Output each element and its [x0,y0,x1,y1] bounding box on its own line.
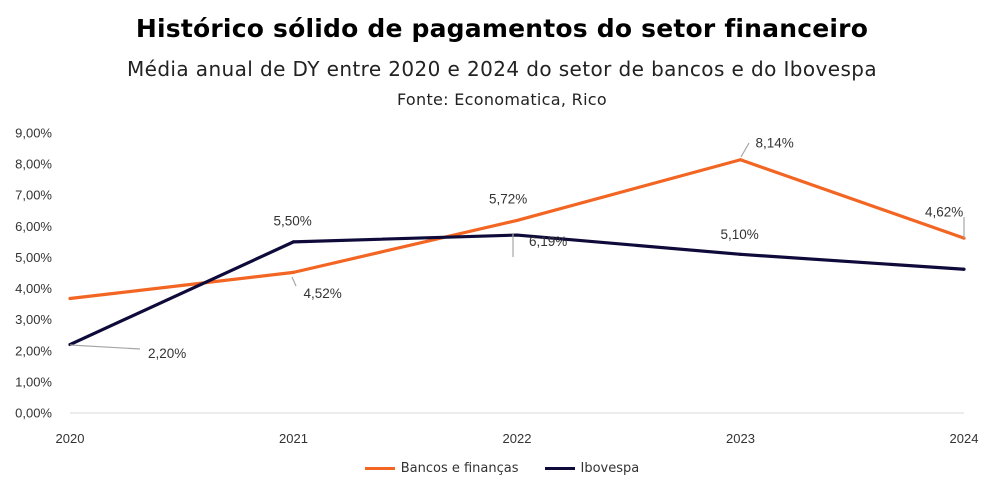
legend-item-ibovespa: Ibovespa [544,461,640,476]
x-tick-label: 2023 [726,431,755,446]
data-label-ibovespa: 5,72% [489,192,527,207]
y-tick-label: 2,00% [15,343,52,358]
data-label-ibovespa: 2,20% [148,346,186,361]
y-tick-label: 1,00% [15,374,52,389]
y-tick-label: 0,00% [15,406,52,421]
data-point-ibovespa [962,267,966,271]
data-point-bancos [962,236,966,240]
data-point-bancos [515,218,519,223]
leader-line [740,142,750,158]
data-point-bancos [68,296,72,301]
leader-line [69,344,141,350]
chart-source: Fonte: Economatica, Rico [396,90,607,109]
series-line-bancos [69,158,965,301]
data-label-bancos: 4,52% [304,286,342,301]
data-point-ibovespa [515,233,519,237]
data-label-ibovespa: 5,50% [274,213,312,228]
y-tick-label: 6,00% [15,219,52,234]
data-point-bancos [738,158,743,162]
data-label-ibovespa: 5,10% [721,227,759,242]
y-tick-label: 5,00% [15,250,52,265]
x-tick-label: 2024 [950,431,979,446]
data-label-bancos: 8,14% [756,135,794,150]
legend-label-ibovespa: Ibovespa [580,461,640,476]
x-tick-label: 2021 [279,431,308,446]
legend: Bancos e finanças Ibovespa [0,461,1004,476]
series-line-ibovespa [69,233,965,347]
data-point-ibovespa [738,252,743,256]
y-tick-label: 3,00% [15,312,52,327]
leader-line [291,276,297,287]
data-label-bancos: 4,62% [925,205,963,220]
y-tick-label: 7,00% [15,188,52,203]
y-tick-label: 9,00% [15,126,52,141]
y-tick-label: 4,00% [15,281,52,296]
chart-title: Histórico sólido de pagamentos do setor … [135,14,869,43]
chart-subtitle: Média anual de DY entre 2020 e 2024 do s… [126,57,878,81]
y-tick-label: 8,00% [15,157,52,172]
legend-label-bancos: Bancos e finanças [400,461,519,476]
data-point-ibovespa [291,240,296,244]
legend-swatch-bancos [364,467,395,470]
x-tick-label: 2022 [503,431,532,446]
data-point-bancos [291,270,296,274]
x-tick-label: 2020 [56,431,85,446]
legend-swatch-ibovespa [544,467,575,470]
legend-item-bancos: Bancos e finanças [364,461,519,476]
data-label-bancos: 6,19% [529,234,567,249]
